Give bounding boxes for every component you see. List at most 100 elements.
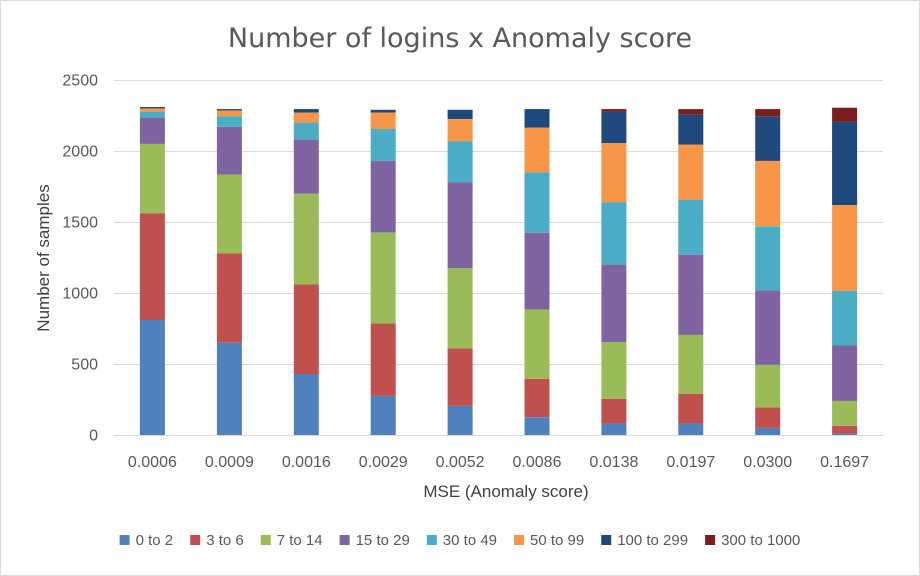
x-axis-ticks: 0.0006 0.0009 0.0016 0.0029 0.0052 0.0086 0.01…: [128, 454, 869, 471]
legend-swatch: [601, 535, 612, 545]
bar-segment: [293, 109, 319, 113]
bar-segment: [139, 107, 165, 109]
chart-title: Number of logins x Anomaly score: [228, 23, 692, 54]
y-tick-label: 1000: [62, 286, 98, 303]
x-tick-label: 0.0029: [359, 454, 408, 471]
bar-segment: [832, 345, 858, 401]
bar-segment: [370, 109, 396, 113]
x-tick-label: 0.0052: [436, 454, 485, 471]
bar-segment: [139, 213, 165, 320]
bar-segment: [755, 160, 781, 227]
legend-swatch: [705, 535, 716, 545]
bar-segment: [370, 129, 396, 161]
y-axis-title: Number of samples: [34, 184, 53, 331]
bar-segment: [447, 109, 473, 119]
bar-segment: [216, 174, 242, 254]
bar-segment: [678, 393, 704, 424]
bar-segment: [832, 400, 858, 426]
legend-swatch: [339, 535, 350, 545]
bar-segment: [447, 182, 473, 269]
bar-segment: [601, 423, 627, 435]
legend-label: 30 to 49: [443, 532, 497, 549]
legend-item: 50 to 99: [514, 532, 584, 549]
bar-segment: [447, 119, 473, 142]
bar-segment: [524, 232, 550, 310]
bar-segment: [293, 193, 319, 285]
bar-segment: [755, 407, 781, 428]
bar-segment: [139, 108, 165, 112]
x-axis-title: MSE (Anomaly score): [423, 482, 588, 501]
bar-segment: [755, 290, 781, 365]
bar-segment: [370, 323, 396, 396]
x-tick-label: 0.0300: [743, 454, 792, 471]
bar-segment: [832, 425, 858, 434]
bar-segment: [524, 109, 550, 128]
y-tick-label: 0: [89, 428, 98, 445]
bar-segment: [678, 423, 704, 435]
x-tick-label: 0.0009: [205, 454, 254, 471]
gridlines: [114, 80, 883, 365]
bar-segment: [524, 127, 550, 173]
y-tick-label: 1500: [62, 215, 98, 232]
y-tick-label: 2000: [62, 144, 98, 161]
bar-segment: [832, 433, 858, 435]
bar-segment: [832, 121, 858, 205]
bar-segment: [293, 122, 319, 140]
bar-segment: [524, 309, 550, 379]
legend-label: 300 to 1000: [721, 532, 800, 549]
legend-swatch: [426, 535, 437, 545]
legend-item: 100 to 299: [601, 532, 688, 549]
bar-segment: [755, 427, 781, 435]
legend-item: 0 to 2: [119, 532, 174, 549]
legend-label: 0 to 2: [136, 532, 174, 549]
bar-segment: [293, 112, 319, 123]
bar-segment: [832, 205, 858, 291]
bar-segment: [524, 172, 550, 233]
bars: [139, 107, 858, 436]
bar-segment: [139, 111, 165, 118]
legend-item: 3 to 6: [190, 532, 244, 549]
bar-segment: [139, 143, 165, 214]
legend-swatch: [190, 535, 201, 545]
legend: 0 to 2 3 to 6 7 to 14 15 to 29 30 to 49 50 to…: [119, 532, 800, 549]
bar-segment: [216, 116, 242, 127]
bar-segment: [370, 232, 396, 324]
bar-segment: [601, 109, 627, 112]
bar-segment: [293, 139, 319, 194]
y-tick-label: 500: [71, 357, 98, 374]
bar-segment: [601, 342, 627, 399]
legend-label: 50 to 99: [530, 532, 584, 549]
legend-swatch: [260, 535, 271, 545]
legend-swatch: [514, 535, 524, 545]
bar-segment: [447, 141, 473, 183]
legend-item: 15 to 29: [339, 532, 410, 549]
legend-label: 100 to 299: [617, 532, 688, 549]
legend-label: 7 to 14: [277, 532, 323, 549]
y-axis-ticks: 0 500 1000 1500 2000 2500: [62, 73, 98, 445]
legend-label: 15 to 29: [356, 532, 410, 549]
bar-segment: [370, 395, 396, 435]
bar-segment: [447, 405, 473, 435]
bar-segment: [678, 254, 704, 335]
bar-segment: [755, 109, 781, 117]
bar-segment: [601, 264, 627, 342]
legend-item: 300 to 1000: [705, 532, 800, 549]
legend-label: 3 to 6: [206, 532, 244, 549]
x-tick-label: 0.0006: [128, 454, 177, 471]
bar-segment: [678, 109, 704, 115]
bar-segment: [601, 143, 627, 203]
bar-segment: [139, 320, 165, 435]
bar-segment: [755, 364, 781, 408]
bar-segment: [524, 378, 550, 418]
bar-segment: [524, 417, 550, 436]
bar-segment: [216, 126, 242, 175]
bar-segment: [216, 109, 242, 111]
x-tick-label: 0.0016: [282, 454, 331, 471]
bar-segment: [755, 226, 781, 291]
bar-segment: [216, 253, 242, 343]
bar-segment: [832, 290, 858, 346]
bar-segment: [216, 110, 242, 117]
bar-segment: [139, 117, 165, 144]
bar-segment: [832, 107, 858, 122]
